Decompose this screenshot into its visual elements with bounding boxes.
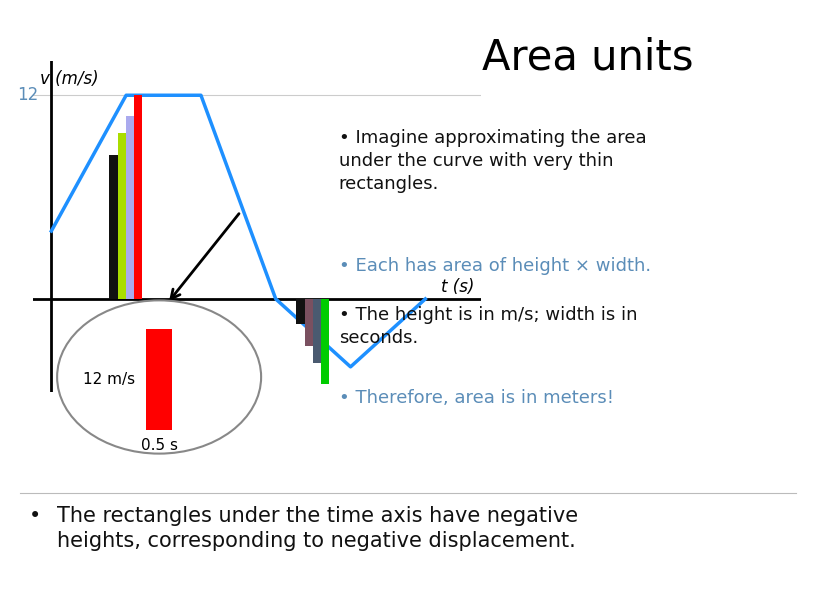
- Text: • Each has area of height × width.: • Each has area of height × width.: [339, 257, 651, 275]
- Bar: [321, 299, 329, 384]
- Bar: [134, 95, 142, 299]
- Text: Area units: Area units: [481, 37, 694, 79]
- Bar: [126, 116, 134, 299]
- Bar: [296, 299, 304, 324]
- Bar: [109, 154, 118, 299]
- Text: t (s): t (s): [441, 278, 474, 297]
- Text: 12 m/s: 12 m/s: [82, 371, 135, 387]
- Text: The rectangles under the time axis have negative
heights, corresponding to negat: The rectangles under the time axis have …: [57, 506, 579, 551]
- Text: • Imagine approximating the area
under the curve with very thin
rectangles.: • Imagine approximating the area under t…: [339, 129, 646, 192]
- Text: • Therefore, area is in meters!: • Therefore, area is in meters!: [339, 389, 614, 407]
- Text: 0.5 s: 0.5 s: [140, 438, 178, 453]
- Text: • The height is in m/s; width is in
seconds.: • The height is in m/s; width is in seco…: [339, 306, 637, 348]
- Text: 12: 12: [17, 86, 38, 104]
- Text: v (m/s): v (m/s): [40, 70, 99, 88]
- Bar: [304, 299, 313, 346]
- Bar: [146, 329, 172, 430]
- Text: •: •: [29, 506, 41, 526]
- Bar: [313, 299, 321, 364]
- Bar: [118, 132, 126, 299]
